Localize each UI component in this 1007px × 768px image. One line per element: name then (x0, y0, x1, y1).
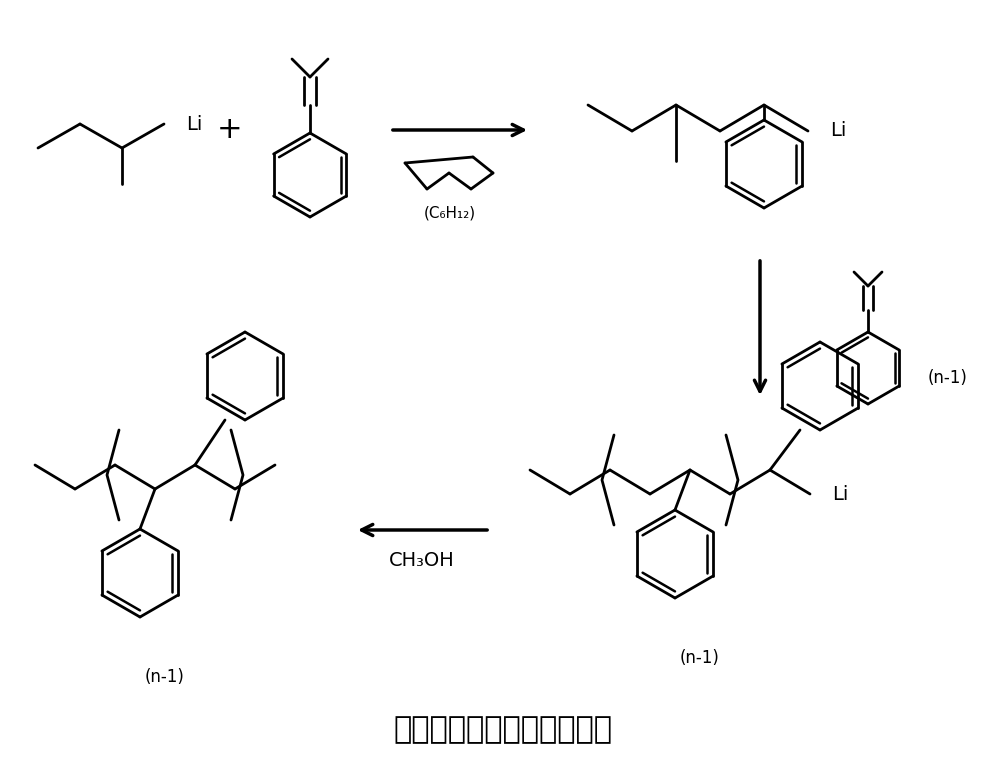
Text: (n-1): (n-1) (680, 649, 720, 667)
Text: (C₆H₁₂): (C₆H₁₂) (424, 206, 476, 220)
Text: +: + (218, 115, 243, 144)
Text: Li: Li (830, 121, 846, 141)
Text: CH₃OH: CH₃OH (389, 551, 455, 570)
Text: 仒丁基锂合成聚合橡胶过程: 仒丁基锂合成聚合橡胶过程 (394, 716, 612, 744)
Text: (n-1): (n-1) (928, 369, 968, 387)
Text: Li: Li (832, 485, 848, 504)
Text: (n-1): (n-1) (145, 668, 185, 686)
Text: Li: Li (186, 114, 202, 134)
